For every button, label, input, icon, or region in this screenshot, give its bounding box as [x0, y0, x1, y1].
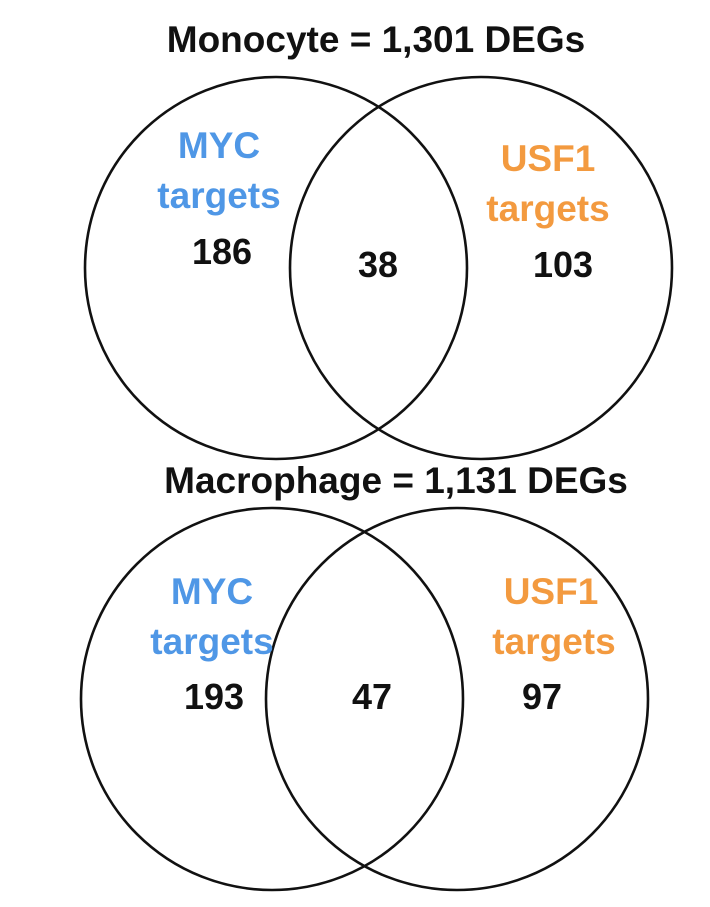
- myc-label-line1: MYC: [178, 125, 260, 166]
- myc-targets-circle: [83, 75, 469, 461]
- myc-targets-circle: [79, 506, 465, 892]
- usf1-label-line2: targets: [486, 188, 609, 229]
- usf1-only-count: 97: [522, 676, 562, 717]
- venn-diagram-monocyte: Monocyte = 1,301 DEGs MYC targets 186 38…: [83, 19, 674, 461]
- myc-label-line2: targets: [150, 621, 273, 662]
- overlap-count: 47: [352, 676, 392, 717]
- myc-only-count: 193: [184, 676, 244, 717]
- usf1-label-line2: targets: [492, 621, 615, 662]
- venn-diagram-macrophage: Macrophage = 1,131 DEGs MYC targets 193 …: [79, 460, 650, 892]
- usf1-only-count: 103: [533, 244, 593, 285]
- diagram-title: Monocyte = 1,301 DEGs: [167, 19, 585, 60]
- myc-label-line1: MYC: [171, 571, 253, 612]
- usf1-targets-circle: [288, 75, 674, 461]
- diagram-title: Macrophage = 1,131 DEGs: [164, 460, 628, 501]
- usf1-label-line1: USF1: [501, 138, 596, 179]
- usf1-label-line1: USF1: [504, 571, 599, 612]
- overlap-count: 38: [358, 244, 398, 285]
- usf1-targets-circle: [264, 506, 650, 892]
- myc-only-count: 186: [192, 231, 252, 272]
- myc-label-line2: targets: [157, 175, 280, 216]
